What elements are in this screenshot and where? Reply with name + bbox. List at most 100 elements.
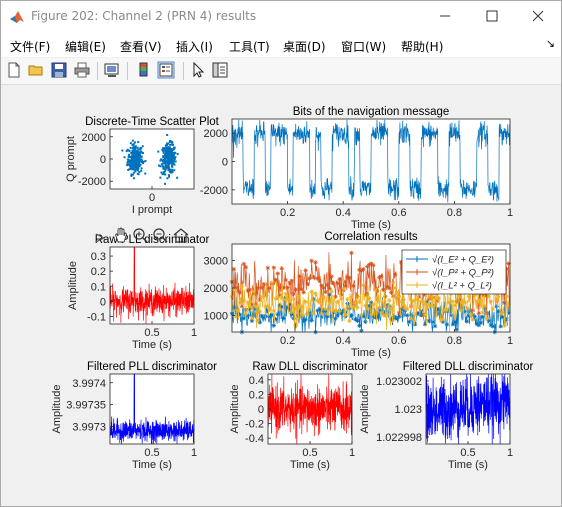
scatter-point [126, 158, 129, 161]
maximize-button[interactable] [469, 1, 515, 31]
scatter-point [126, 161, 129, 164]
correlation-marker [241, 316, 247, 321]
scatter-point [165, 153, 168, 156]
menu-desktop[interactable]: 桌面(D) [283, 40, 326, 54]
y-axis-label: Amplitude [359, 385, 371, 434]
correlation-axes[interactable]: Correlation results Time (s) 0.2 0.4 0.6 0.8 1… [204, 231, 514, 359]
scatter-point [134, 145, 137, 148]
correlation-marker [297, 309, 302, 314]
correlation-marker [474, 321, 480, 327]
toolbar-separator [183, 62, 184, 80]
y-tick-label: 2000 [204, 283, 228, 295]
raw-pll-axes[interactable]: Raw PLL discriminator Time (s) Amplitude 0.… [67, 234, 209, 351]
pointer-icon[interactable] [189, 61, 207, 79]
title-bar[interactable]: Figure 202: Channel 2 (PRN 4) results [1, 1, 561, 33]
correlation-marker [249, 318, 255, 323]
menu-file[interactable]: 文件(F) [10, 40, 51, 54]
scatter-point [140, 158, 143, 161]
insert-colorbar-icon[interactable] [135, 61, 153, 79]
correlation-marker [237, 290, 243, 295]
y-tick-label: 1.023002 [376, 376, 422, 388]
x-tick-label: 0.2 [280, 207, 295, 219]
correlation-marker [275, 295, 280, 300]
correlation-marker [387, 298, 392, 303]
scatter-point [166, 152, 169, 155]
scatter-point [133, 162, 136, 165]
zoom-in-icon[interactable] [133, 228, 148, 243]
insert-legend-icon[interactable] [157, 61, 175, 79]
scatter-point [141, 145, 144, 148]
correlation-marker [281, 285, 286, 291]
correlation-marker [367, 303, 372, 308]
correlation-marker [424, 302, 430, 307]
property-editor-icon[interactable] [211, 61, 229, 79]
correlation-marker [355, 305, 360, 310]
open-file-icon[interactable] [27, 61, 45, 79]
menu-help[interactable]: 帮助(H) [401, 40, 444, 54]
correlation-marker [494, 296, 499, 301]
menu-window[interactable]: 窗口(W) [341, 40, 387, 54]
filtered-dll-axes[interactable]: Filtered DLL discriminator Time (s) Amplit… [359, 361, 533, 471]
correlation-marker [452, 319, 458, 325]
scatter-point [159, 165, 162, 168]
y-tick-label: -2000 [78, 176, 106, 188]
scatter-point [127, 155, 130, 158]
scatter-point [134, 165, 137, 168]
menu-dock-arrow[interactable]: ↘ [545, 37, 555, 50]
menu-insert[interactable]: 插入(I) [176, 40, 213, 54]
home-icon[interactable] [173, 228, 189, 243]
scatter-point [165, 161, 168, 164]
scatter-point [133, 146, 136, 149]
scatter-point [138, 164, 141, 167]
correlation-marker [369, 312, 374, 317]
menu-edit[interactable]: 编辑(E) [65, 40, 106, 54]
correlation-marker [482, 303, 487, 309]
raw-dll-axes[interactable]: Raw DLL discriminator Time (s) Amplitude 0.… [229, 361, 368, 471]
save-icon[interactable] [50, 61, 68, 79]
print-icon[interactable] [73, 61, 91, 79]
x-axis-label: Time (s) [132, 459, 172, 471]
y-axis-label: Amplitude [67, 261, 79, 310]
correlation-marker [359, 312, 364, 318]
correlation-marker [396, 310, 402, 316]
plot-area[interactable] [110, 129, 194, 189]
correlation-marker [432, 323, 438, 329]
zoom-out-icon[interactable] [153, 228, 168, 243]
correlation-marker [440, 317, 446, 322]
scatter-point [168, 153, 171, 156]
scatter-point [168, 150, 171, 153]
correlation-marker [371, 314, 376, 319]
correlation-marker [406, 319, 412, 325]
correlation-marker [335, 299, 340, 305]
correlation-marker [375, 288, 380, 294]
scatter-point [173, 158, 176, 161]
scatter-point [134, 157, 137, 160]
link-plot-icon[interactable] [103, 61, 121, 79]
correlation-marker [331, 281, 336, 286]
correlation-marker [315, 298, 320, 303]
filtered-pll-axes[interactable]: Filtered PLL discriminator Time (s) Amplit… [51, 361, 217, 471]
plot-title: Correlation results [324, 231, 418, 243]
correlation-marker [289, 309, 294, 315]
correlation-marker [239, 304, 245, 309]
scatter-point [136, 160, 139, 163]
scatter-point [136, 149, 139, 152]
scatter-plot-axes[interactable]: Discrete-Time Scatter Plot I prompt Q prom… [65, 116, 220, 216]
pan-icon[interactable] [115, 227, 127, 243]
correlation-marker [337, 309, 342, 314]
scatter-point [130, 174, 133, 177]
correlation-marker [428, 303, 434, 308]
close-button[interactable] [515, 1, 561, 31]
minimize-button[interactable] [422, 1, 468, 31]
menu-view[interactable]: 查看(V) [120, 40, 162, 54]
scatter-point [163, 170, 166, 173]
menu-tools[interactable]: 工具(T) [229, 40, 270, 54]
correlation-marker [271, 323, 276, 328]
scatter-point [171, 170, 174, 173]
scatter-point [165, 148, 168, 151]
x-tick-label: 1 [507, 335, 513, 347]
scatter-point [158, 164, 161, 167]
new-figure-icon[interactable] [5, 61, 23, 79]
brush-icon[interactable] [95, 233, 106, 243]
